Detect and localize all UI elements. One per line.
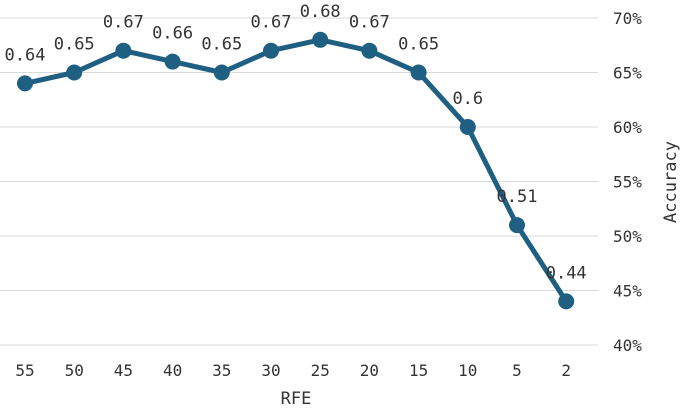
x-tick-label: 30 — [261, 361, 280, 380]
data-label: 0.64 — [5, 45, 46, 65]
data-label: 0.65 — [398, 35, 439, 55]
y-tick-label: 65% — [613, 64, 642, 83]
data-label: 0.67 — [251, 13, 292, 33]
y-tick-label: 60% — [613, 118, 642, 137]
x-tick-label: 25 — [311, 361, 330, 380]
data-label: 0.65 — [201, 35, 242, 55]
y-axis-title: Accuracy — [661, 141, 681, 223]
data-point — [410, 64, 427, 81]
data-label: 0.67 — [103, 13, 144, 33]
x-tick-label: 10 — [458, 361, 477, 380]
x-tick-label: 5 — [512, 361, 522, 380]
data-label: 0.44 — [546, 263, 587, 283]
x-tick-label: 35 — [212, 361, 231, 380]
y-tick-label: 50% — [613, 227, 642, 246]
x-tick-label: 15 — [409, 361, 428, 380]
data-label: 0.67 — [349, 13, 390, 33]
x-tick-label: 2 — [561, 361, 571, 380]
gridlines — [0, 17, 598, 346]
y-axis-ticks: 40% 45% 50% 55% 60% 65% 70% — [613, 9, 642, 355]
x-tick-label: 50 — [65, 361, 84, 380]
series-line — [22, 37, 569, 304]
x-tick-label: 45 — [114, 361, 133, 380]
x-axis-title: RFE — [281, 389, 312, 409]
x-tick-label: 55 — [15, 361, 34, 380]
y-tick-label: 70% — [613, 9, 642, 28]
data-labels: 0.64 0.65 0.67 0.66 0.65 0.67 0.68 0.67 0.65 0.6 0… — [5, 2, 587, 284]
data-point — [263, 42, 279, 59]
data-label: 0.6 — [452, 89, 483, 109]
data-points — [17, 31, 575, 310]
x-tick-label: 20 — [360, 361, 379, 380]
x-axis-ticks: 55 50 45 40 35 30 25 20 15 10 5 2 — [15, 361, 571, 380]
data-point — [213, 64, 230, 81]
data-point — [115, 42, 132, 59]
data-point — [312, 31, 329, 48]
y-tick-label: 45% — [613, 282, 642, 301]
x-tick-label: 40 — [163, 361, 182, 380]
data-label: 0.66 — [152, 24, 193, 44]
data-point — [509, 217, 525, 234]
data-point — [459, 119, 476, 135]
data-point — [164, 53, 181, 70]
data-point — [361, 42, 378, 59]
y-tick-label: 55% — [613, 173, 642, 192]
data-label: 0.65 — [54, 35, 95, 55]
data-point — [558, 293, 575, 310]
data-label: 0.68 — [300, 2, 341, 22]
data-point — [66, 64, 83, 81]
data-label: 0.51 — [497, 187, 538, 207]
y-tick-label: 40% — [613, 336, 642, 355]
data-point — [17, 75, 33, 92]
